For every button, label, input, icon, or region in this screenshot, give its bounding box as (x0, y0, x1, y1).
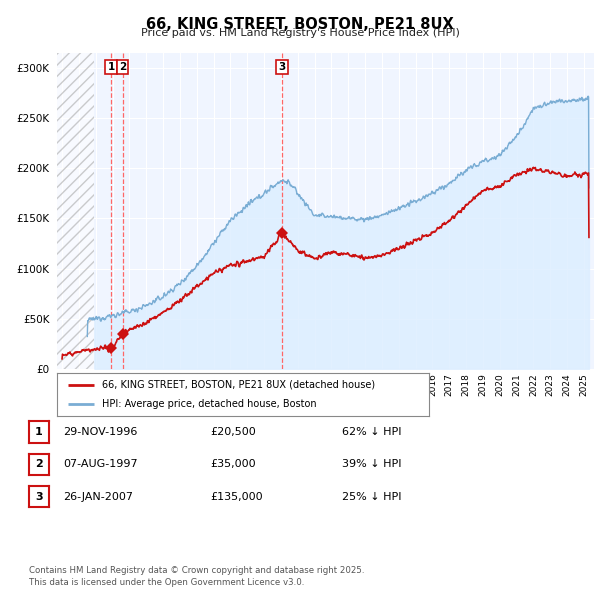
Text: Contains HM Land Registry data © Crown copyright and database right 2025.
This d: Contains HM Land Registry data © Crown c… (29, 566, 364, 587)
Text: 66, KING STREET, BOSTON, PE21 8UX: 66, KING STREET, BOSTON, PE21 8UX (146, 17, 454, 31)
Bar (57, 53, 94, 369)
Text: 2: 2 (119, 63, 126, 73)
Text: £20,500: £20,500 (210, 427, 256, 437)
Text: 66, KING STREET, BOSTON, PE21 8UX (detached house): 66, KING STREET, BOSTON, PE21 8UX (detac… (101, 380, 375, 390)
Text: £35,000: £35,000 (210, 460, 256, 469)
Text: 2: 2 (35, 460, 43, 469)
Text: 1: 1 (35, 427, 43, 437)
Text: 3: 3 (35, 492, 43, 502)
Text: 3: 3 (278, 63, 286, 73)
Text: £135,000: £135,000 (210, 492, 263, 502)
Text: 25% ↓ HPI: 25% ↓ HPI (342, 492, 401, 502)
Text: 26-JAN-2007: 26-JAN-2007 (63, 492, 133, 502)
Text: 29-NOV-1996: 29-NOV-1996 (63, 427, 137, 437)
Text: Price paid vs. HM Land Registry's House Price Index (HPI): Price paid vs. HM Land Registry's House … (140, 28, 460, 38)
Text: 62% ↓ HPI: 62% ↓ HPI (342, 427, 401, 437)
Text: 07-AUG-1997: 07-AUG-1997 (63, 460, 137, 469)
Text: 1: 1 (107, 63, 115, 73)
Text: HPI: Average price, detached house, Boston: HPI: Average price, detached house, Bost… (101, 399, 316, 409)
Text: 39% ↓ HPI: 39% ↓ HPI (342, 460, 401, 469)
